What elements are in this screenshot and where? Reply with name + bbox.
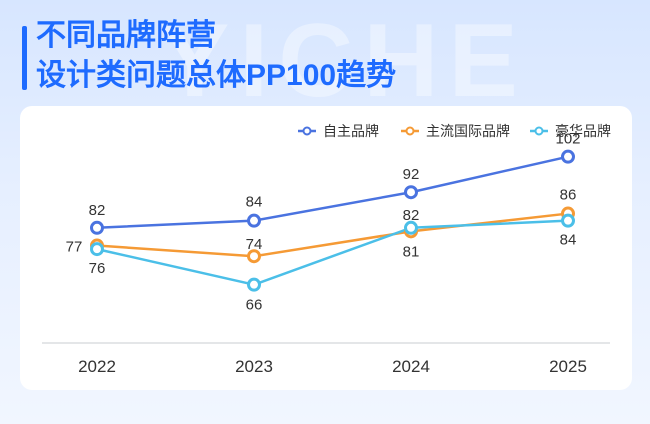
legend-marker-1 [405, 126, 415, 136]
series-line-1 [96, 212, 569, 258]
data-point-0-1 [247, 213, 261, 228]
data-point-0-2 [404, 185, 418, 200]
data-label-2-2: 82 [403, 207, 420, 224]
legend-marker-0 [302, 126, 312, 136]
data-label-0-2: 92 [403, 166, 420, 183]
x-tick-label-2022: 2022 [78, 357, 116, 376]
data-label-2-0: 76 [89, 260, 106, 277]
title-line-1: 不同品牌阵营 [36, 19, 216, 52]
legend-marker-2 [534, 126, 544, 136]
data-label-2-3: 84 [560, 232, 577, 249]
series-line-0 [96, 155, 569, 230]
page-title: 不同品牌阵营 设计类问题总体PP100趋势 [36, 16, 396, 96]
x-tick-label-2025: 2025 [549, 357, 587, 376]
data-label-1-2: 81 [403, 243, 420, 260]
title-line-2: 设计类问题总体PP100趋势 [36, 59, 397, 92]
data-label-2-1: 66 [246, 297, 263, 314]
legend-label-1: 主流国际品牌 [426, 123, 510, 139]
title-accent-bar [22, 26, 27, 90]
x-tick-label-2024: 2024 [392, 357, 430, 376]
data-label-1-3: 86 [560, 187, 577, 204]
data-label-0-1: 84 [246, 194, 263, 211]
data-point-1-1 [247, 249, 261, 264]
series-line-2 [96, 219, 569, 286]
data-label-1-0: 77 [66, 239, 83, 256]
data-point-0-0 [90, 220, 104, 235]
data-point-2-1 [247, 277, 261, 292]
data-point-0-3 [561, 149, 575, 164]
data-label-0-0: 82 [89, 202, 106, 219]
data-point-2-2 [404, 220, 418, 235]
data-point-2-0 [90, 242, 104, 257]
data-label-0-3: 102 [555, 131, 580, 148]
legend-label-0: 自主品牌 [323, 123, 379, 139]
data-label-1-1: 74 [246, 236, 263, 253]
data-point-2-3 [561, 213, 575, 228]
x-tick-label-2023: 2023 [235, 357, 273, 376]
background-watermark: YICHE [160, 3, 528, 119]
legend-label-2: 豪华品牌 [555, 123, 611, 139]
